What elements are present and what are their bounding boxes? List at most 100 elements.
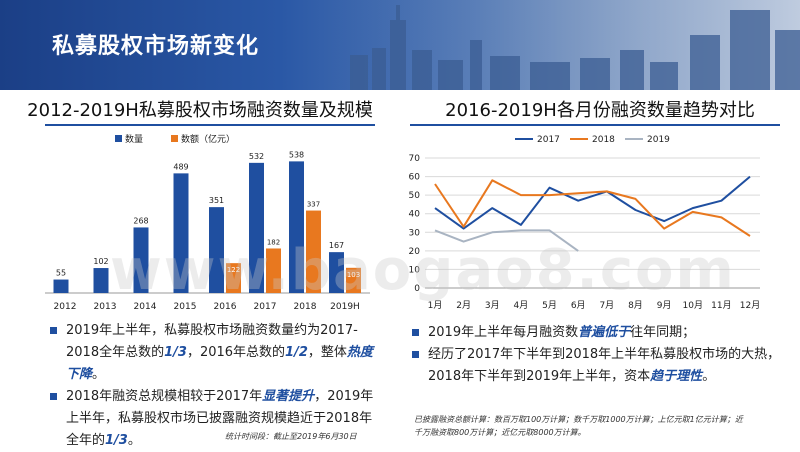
right-footnote-line: 已披露融资总额计算：数百万取100万计算；数千万取1000万计算；上亿元取1亿元… [414, 415, 743, 424]
bullet-item: 2018年融资总规模相较于2017年显著提升，2019年上半年，私募股权市场已披… [50, 386, 380, 452]
right-footnote-line: 千万融资取800万计算；近亿元取8000万计算。 [414, 428, 586, 437]
bar-count-label: 167 [329, 241, 344, 250]
legend-label: 数额（亿元） [181, 133, 235, 145]
bar-count [173, 173, 189, 293]
bullet-item: 2019年上半年，私募股权市场融资数量约为2017-2018全年总数的1/3，2… [50, 320, 380, 386]
bar-count-label: 351 [209, 196, 224, 205]
bar-amount [346, 267, 361, 293]
bullet-text: 2019年上半年，私募股权市场融资数量约为2017-2018全年总数的 [66, 323, 358, 360]
x-tick-label: 2017 [254, 302, 277, 312]
y-tick-label: 10 [409, 265, 421, 275]
bar-count [209, 207, 224, 293]
series-line-2019 [434, 229, 579, 252]
legend-label: 2018 [592, 135, 615, 145]
x-tick-label: 2018 [294, 302, 317, 312]
skyline-illustration [330, 0, 800, 90]
series-line-2017 [434, 175, 751, 230]
bullet-text: ，2019年上半年，私募股权市场已披露融资规模趋近于2018年全年的 [66, 389, 374, 448]
right-bullet-list: 2019年上半年每月融资数普遍低于往年同期； 经历了2017年下半年到2018年上… [412, 322, 782, 388]
bar-amount-label: 122 [227, 266, 240, 274]
bullet-marker [50, 393, 57, 400]
bar-count [93, 268, 109, 293]
x-tick-label: 6月 [571, 300, 586, 311]
y-tick-label: 50 [409, 191, 421, 201]
bullet-text: 2019年上半年每月融资数 [428, 325, 579, 340]
bar-count-label: 102 [93, 257, 108, 266]
y-tick-label: 70 [409, 154, 421, 164]
bar-count-label: 268 [133, 216, 148, 225]
x-tick-label: 5月 [542, 300, 557, 311]
bar-chart-title: 2012-2019H私募股权市场融资数量及规模 [27, 100, 373, 121]
bullet-text: ，2016年总数的 [186, 345, 286, 360]
x-tick-label: 7月 [599, 300, 614, 311]
y-tick-label: 40 [409, 210, 421, 220]
x-tick-label: 2015 [174, 302, 197, 312]
emphasis-text: 1/3 [164, 345, 187, 360]
bullet-item: 经历了2017年下半年到2018年上半年私募股权市场的大热，2018年下半年到2… [412, 344, 782, 388]
bullet-marker [412, 351, 419, 358]
legend-swatch [171, 135, 178, 142]
x-tick-label: 2013 [94, 302, 117, 312]
bar-count-label: 55 [56, 269, 66, 278]
y-tick-label: 60 [409, 173, 421, 183]
bar-amount [226, 263, 241, 293]
x-tick-label: 2019H [330, 302, 360, 312]
x-tick-label: 2月 [456, 300, 471, 311]
bar-amount-label: 337 [307, 201, 320, 209]
x-tick-label: 1月 [428, 300, 443, 311]
bullet-text: 经历了2017年下半年到2018年上半年私募股权市场的大热，2018年下半年到2… [428, 347, 781, 384]
x-tick-label: 2014 [134, 302, 157, 312]
legend-label: 数量 [125, 133, 143, 145]
left-bullet-list: 2019年上半年，私募股权市场融资数量约为2017-2018全年总数的1/3，2… [50, 320, 380, 452]
x-tick-label: 10月 [683, 300, 703, 311]
legend-label: 2019 [647, 135, 670, 145]
bar-chart: 数量 数额（亿元） 55 2012 102 2013 268 2014 489 2015 351 12… [45, 133, 370, 312]
bar-count [329, 252, 344, 293]
bar-count [53, 279, 69, 293]
emphasis-text: 普遍低于 [578, 325, 631, 340]
bullet-text: 。 [92, 367, 106, 382]
x-tick-label: 9月 [657, 300, 672, 311]
bar-amount-label: 103 [347, 271, 360, 279]
emphasis-text: 趋于理性 [650, 369, 703, 384]
y-tick-label: 20 [409, 247, 421, 257]
x-tick-label: 8月 [628, 300, 643, 311]
y-tick-label: 0 [414, 284, 420, 294]
legend-label: 2017 [537, 135, 560, 145]
left-footnote: 统计时间段：截止至2019年6月30日 [225, 432, 357, 441]
bullet-marker [412, 329, 419, 336]
bar-amount [306, 210, 321, 293]
header-banner: 私募股权市场新变化 [0, 0, 800, 90]
x-tick-label: 2016 [214, 302, 237, 312]
bar-count [249, 162, 264, 293]
x-tick-label: 12月 [740, 300, 760, 311]
line-chart-title: 2016-2019H各月份融资数量趋势对比 [445, 100, 755, 121]
emphasis-text: 显著提升 [262, 389, 315, 404]
bullet-marker [50, 327, 57, 334]
bullet-item: 2019年上半年每月融资数普遍低于往年同期； [412, 322, 782, 344]
bar-count-label: 538 [289, 150, 304, 159]
emphasis-text: 热度下降 [66, 345, 373, 382]
bar-count-label: 489 [173, 162, 188, 171]
emphasis-text: 1/2 [285, 345, 308, 360]
bullet-text: ，整体 [307, 345, 347, 360]
bar-amount [266, 248, 281, 293]
bar-amount-label: 182 [267, 238, 280, 246]
emphasis-text: 1/3 [105, 433, 128, 448]
x-tick-label: 11月 [711, 300, 731, 311]
x-tick-label: 4月 [514, 300, 529, 311]
bullet-text: 2018年融资总规模相较于2017年 [66, 389, 263, 404]
bar-count [289, 161, 304, 293]
page-title: 私募股权市场新变化 [52, 34, 260, 59]
left-title-underline [45, 124, 375, 126]
line-chart: 0 10 20 30 40 50 60 70 1月 2月 3月 4月 5月 6月 7月 8月 9月 10月 11月 1… [409, 135, 761, 311]
bullet-text: 往年同期； [630, 325, 696, 340]
bullet-text: 。 [127, 433, 141, 448]
x-tick-label: 2012 [54, 302, 77, 312]
bullet-text: 。 [702, 369, 716, 384]
series-line-2018 [434, 179, 751, 237]
right-footnote: 已披露融资总额计算：数百万取100万计算；数千万取1000万计算；上亿元取1亿元… [414, 413, 743, 439]
y-tick-label: 30 [409, 228, 421, 238]
bar-count-label: 532 [249, 152, 264, 161]
legend-swatch [115, 135, 122, 142]
